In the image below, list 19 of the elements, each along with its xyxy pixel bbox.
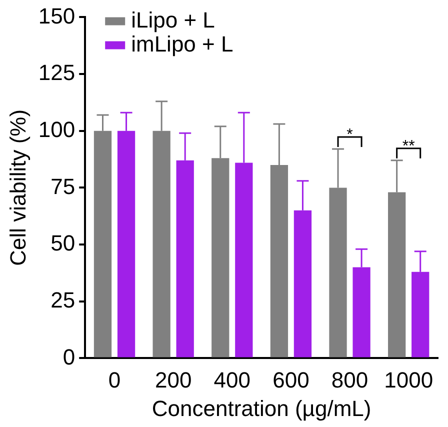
x-tick-label: 0 [108,367,121,392]
y-tick-label: 125 [38,60,76,86]
y-axis-title: Cell viability (%) [5,109,30,266]
x-tick-label: 600 [272,367,310,392]
x-tick-label: 1000 [384,367,434,392]
y-tick-label: 100 [38,116,76,142]
legend-label: iLipo + L [131,7,215,32]
y-tick-label: 0 [62,344,76,370]
x-tick-label: 200 [154,367,192,392]
legend-label: imLipo + L [131,31,234,56]
y-tick-label: 150 [38,3,76,28]
y-tick-label: 75 [50,174,76,199]
x-axis-title: Concentration (µg/mL) [152,396,372,421]
x-tick-label: 800 [331,367,368,392]
annotation: ** [402,138,415,155]
y-tick-label: 50 [50,230,76,256]
y-tick-label: 25 [50,287,76,312]
annotation: * [346,126,353,144]
x-tick-label: 400 [214,367,251,392]
